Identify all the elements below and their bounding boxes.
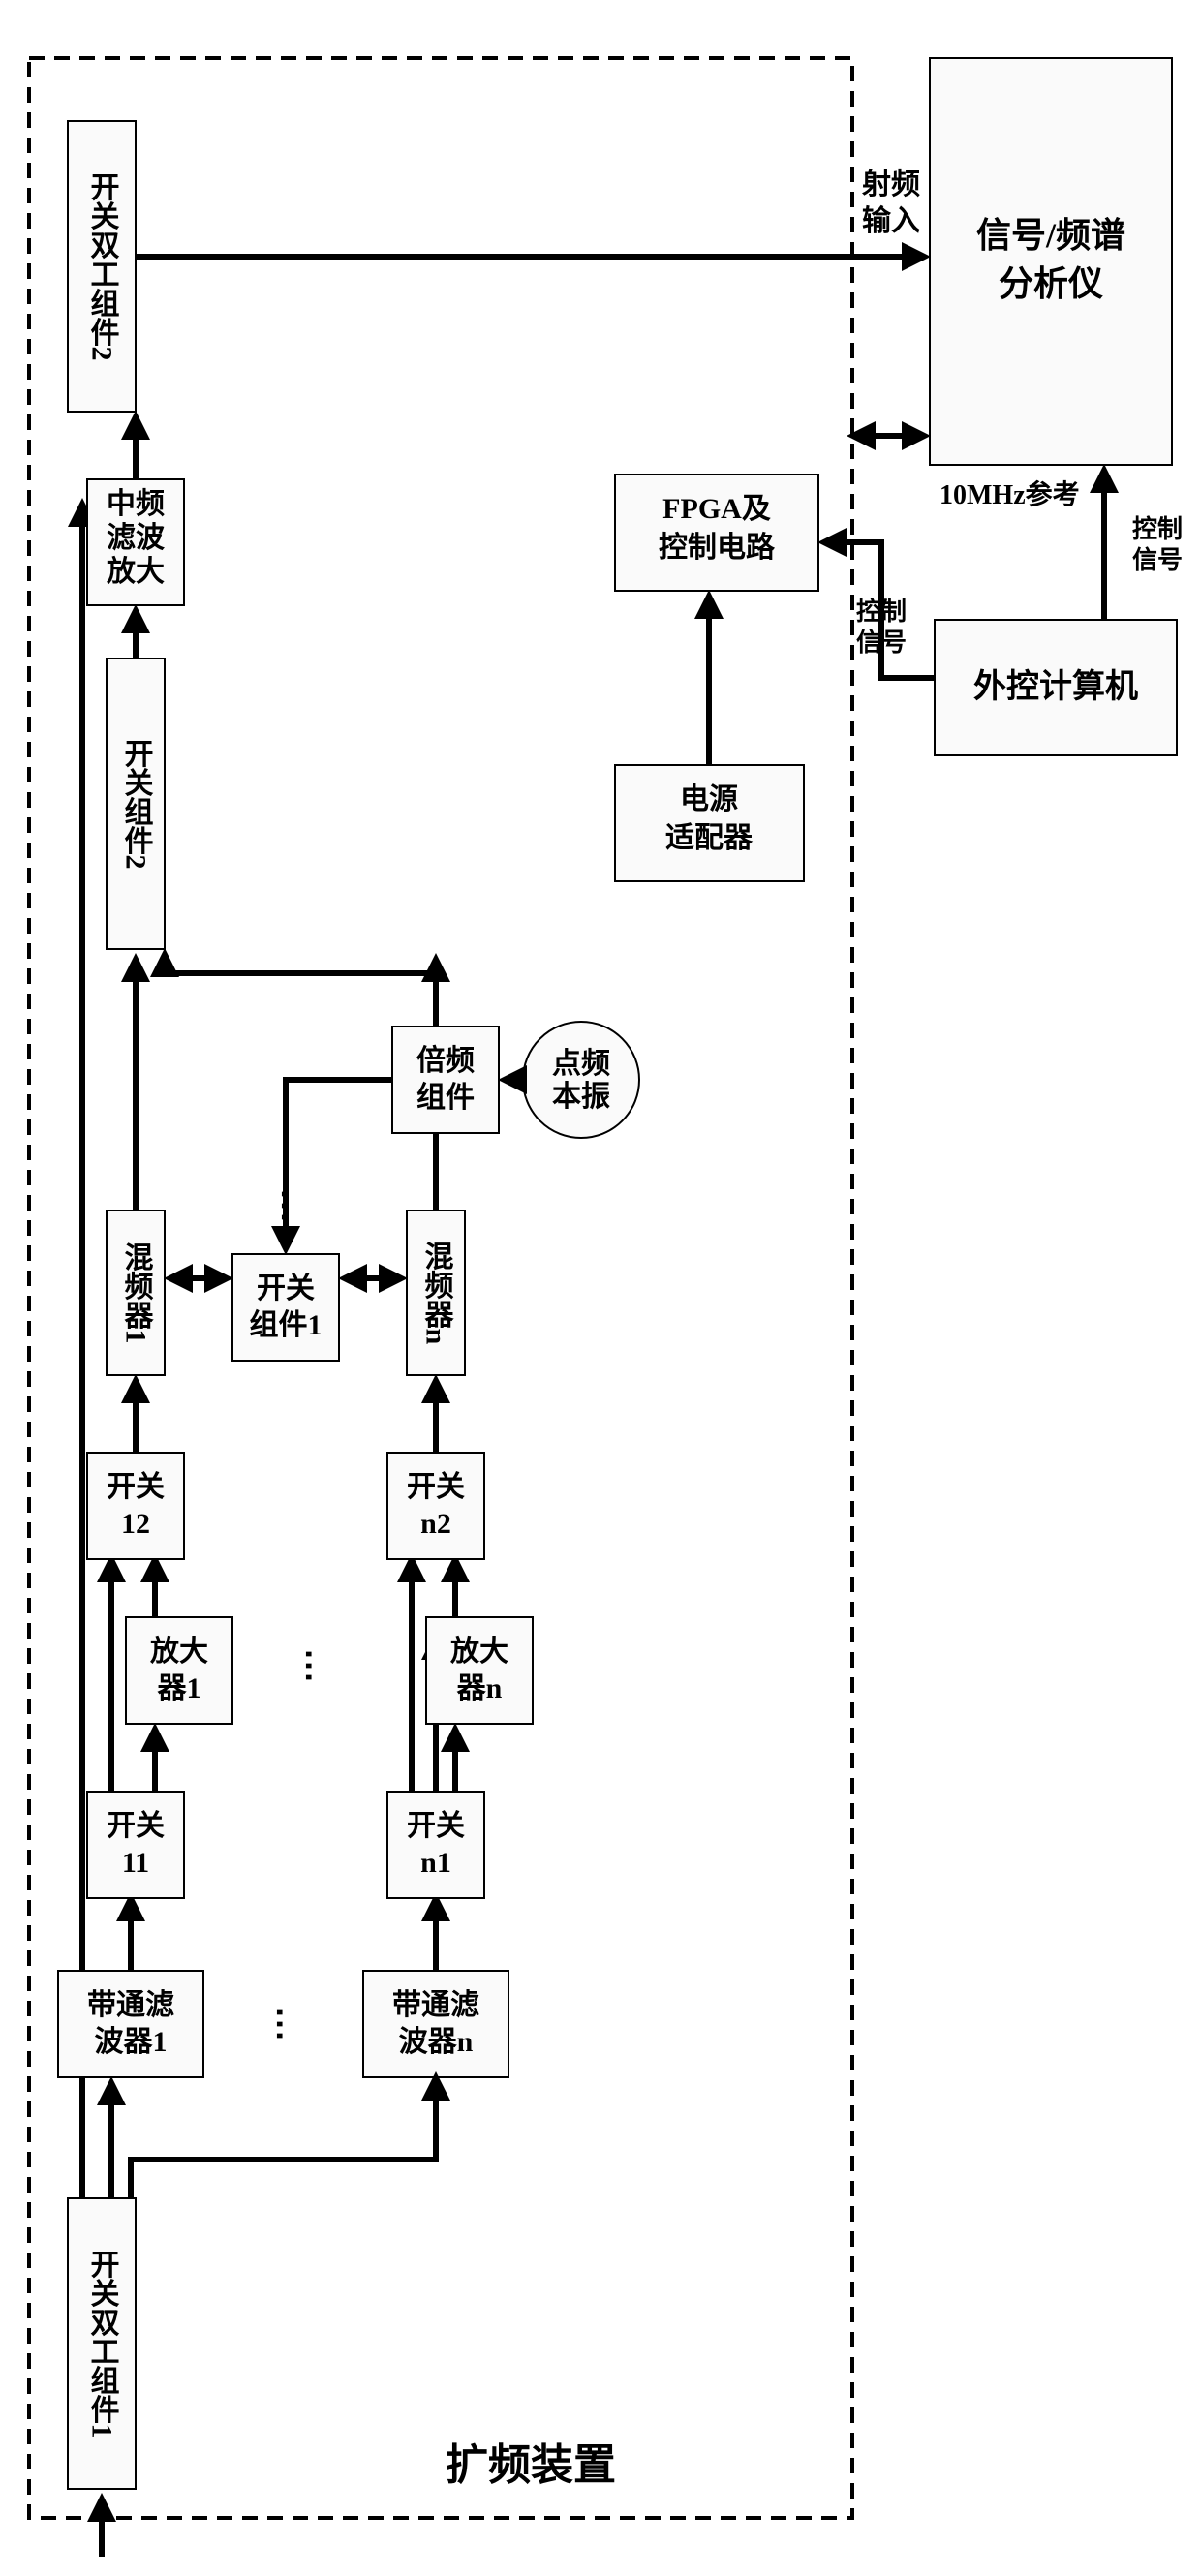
bpf-n-l2: 波器n	[399, 2026, 474, 2058]
bpf-n-l1: 带通滤	[392, 1989, 479, 2021]
swn1-box	[387, 1792, 484, 1898]
sw-comp2-label: 开关组件2	[120, 739, 154, 870]
point-lo-circle	[523, 1022, 639, 1138]
spread-spectrum-device-label: 扩频装置	[446, 2441, 616, 2489]
ampn-box	[426, 1617, 533, 1724]
bpf-dots: ⋯	[262, 2007, 300, 2041]
sw11-l1: 开关	[107, 1810, 165, 1842]
sw-comp1-l1: 开关	[257, 1273, 315, 1304]
ctrl2-l1: 控制	[1132, 515, 1183, 543]
amp-dots: ⋯	[291, 1648, 329, 1683]
swn2-l2: n2	[420, 1508, 451, 1540]
sw11-box	[87, 1792, 184, 1898]
freq-mul-box	[392, 1027, 499, 1133]
sw-comp1-l2: 组件1	[250, 1308, 323, 1341]
point-lo-l2: 本振	[552, 1081, 610, 1113]
mixern-label: 混频器n	[420, 1242, 455, 1345]
ampn-l2: 器n	[456, 1672, 503, 1704]
analyzer-l1: 信号/频谱	[976, 216, 1125, 255]
amp1-box	[126, 1617, 232, 1724]
sw12-l2: 12	[121, 1508, 150, 1540]
ampn-l1: 放大	[449, 1636, 508, 1668]
analyzer-box	[930, 58, 1172, 465]
if-l3: 放大	[106, 556, 165, 588]
freq-mul-l2: 组件	[416, 1081, 475, 1114]
sw11-l2: 11	[122, 1847, 149, 1879]
ctrl1-l1: 控制	[856, 598, 907, 626]
amp1-l2: 器1	[157, 1672, 201, 1704]
fpga-l2: 控制电路	[659, 532, 776, 564]
swn2-box	[387, 1453, 484, 1559]
bpf-1-l1: 带通滤	[87, 1989, 174, 2021]
bpf-n-box	[363, 1971, 508, 2077]
point-lo-l1: 点频	[552, 1048, 610, 1080]
if-l2: 滤波	[107, 522, 166, 554]
ref10-label: 10MHz参考	[939, 478, 1080, 510]
ctrl2-l2: 信号	[1132, 546, 1183, 574]
sw12-l1: 开关	[107, 1471, 165, 1503]
ext-pc-label: 外控计算机	[973, 668, 1138, 705]
if-l1: 中频	[107, 488, 165, 520]
fpga-l1: FPGA及	[662, 493, 771, 525]
sw12-box	[87, 1453, 184, 1559]
swn1-l2: n1	[420, 1847, 451, 1879]
swn2-l1: 开关	[407, 1471, 465, 1503]
switch-duplexer-2-label: 开关双工组件2	[86, 172, 120, 361]
switch-duplexer-1-label: 开关双工组件1	[86, 2250, 120, 2438]
ctrl1-l2: 信号	[856, 629, 907, 657]
rf-in-l2: 输入	[862, 205, 920, 237]
psu-l1: 电源	[680, 783, 738, 815]
freq-mul-l1: 倍频	[416, 1044, 475, 1077]
bpf-1-box	[58, 1971, 203, 2077]
psu-l2: 适配器	[665, 822, 754, 854]
mixer1-label: 混频器1	[120, 1242, 155, 1344]
mixern-to-swcomp2	[165, 954, 436, 973]
rf-in-l1: 射频	[862, 169, 920, 200]
swn1-l1: 开关	[407, 1810, 465, 1842]
freqmul-to-swcomp1	[286, 1080, 392, 1249]
analyzer-l2: 分析仪	[999, 264, 1103, 303]
amp1-l1: 放大	[149, 1636, 208, 1668]
bpf-1-l2: 波器1	[95, 2026, 168, 2058]
sw-comp1-box	[232, 1254, 339, 1361]
